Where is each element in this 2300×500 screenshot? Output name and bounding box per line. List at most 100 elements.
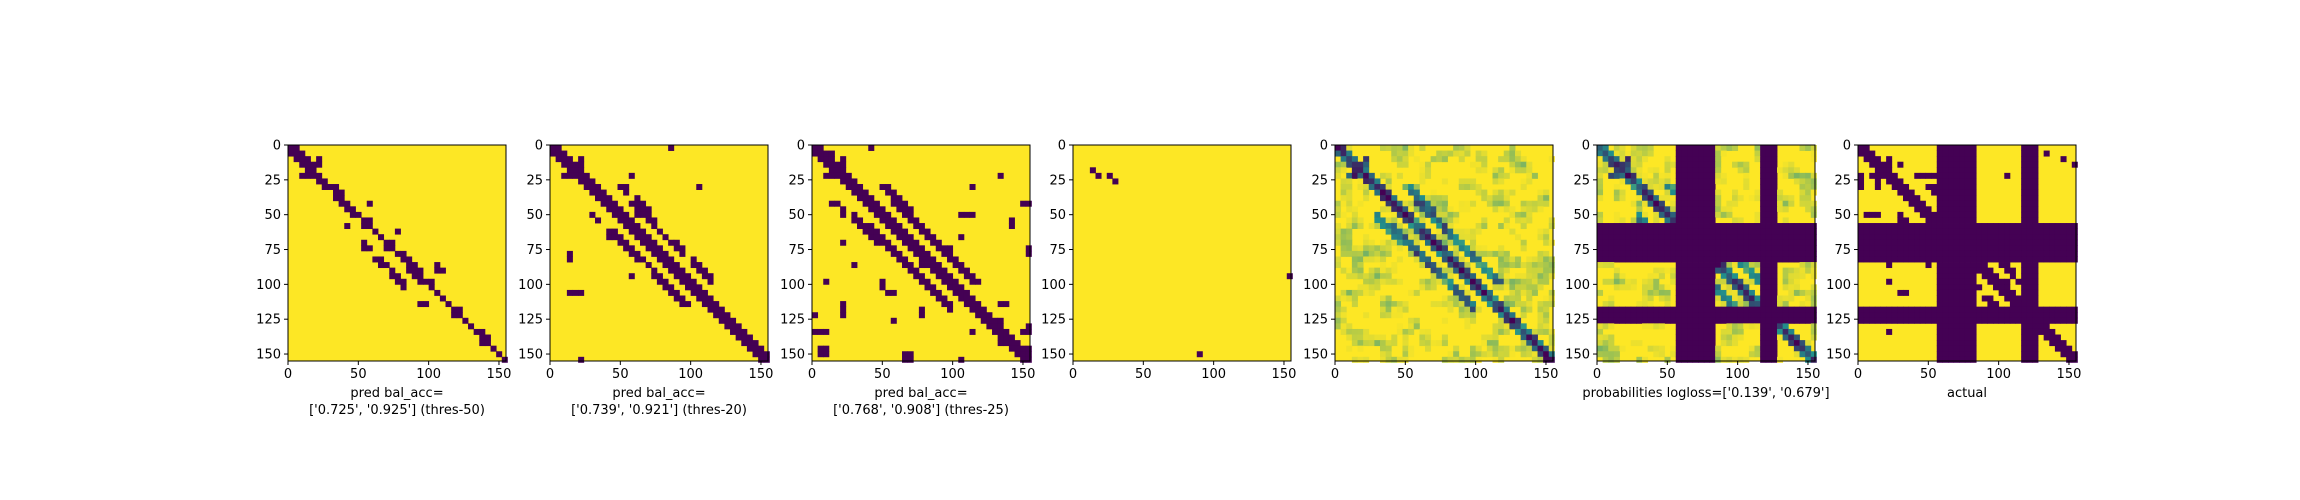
heatmap-cell <box>746 345 753 352</box>
heatmap-cell <box>561 161 568 168</box>
heatmap-cell <box>1340 150 1347 157</box>
heatmap-cell <box>1732 317 1739 324</box>
heatmap-cell <box>1613 284 1620 291</box>
heatmap-cell <box>941 301 948 308</box>
heatmap-cell <box>310 167 317 174</box>
heatmap-cell <box>1481 262 1488 269</box>
heatmap-cell <box>1619 273 1626 280</box>
heatmap-cell <box>1709 334 1716 341</box>
heatmap-cell <box>1636 172 1643 179</box>
heatmap-cell <box>1537 206 1544 213</box>
heatmap-cell <box>1732 239 1739 246</box>
heatmap-cell <box>1515 161 1522 168</box>
heatmap-cell <box>1858 245 1865 252</box>
heatmap-cell <box>1458 356 1465 363</box>
heatmap-cell <box>1658 323 1665 330</box>
heatmap-cell <box>1470 161 1477 168</box>
heatmap-cell <box>2049 223 2056 230</box>
heatmap-cell <box>1936 167 1943 174</box>
heatmap-cell <box>1335 312 1342 319</box>
y-tick-label: 125 <box>1041 313 1066 328</box>
heatmap-cell <box>1453 234 1460 241</box>
heatmap-cell <box>1636 211 1643 218</box>
heatmap-cell <box>1447 234 1454 241</box>
heatmap-cell <box>417 267 424 274</box>
heatmap-cell <box>1709 156 1716 163</box>
heatmap-cell <box>1670 312 1677 319</box>
heatmap-cell <box>1681 206 1688 213</box>
heatmap-cell <box>1670 256 1677 263</box>
heatmap-cell <box>1953 256 1960 263</box>
heatmap-cell <box>1948 189 1955 196</box>
heatmap-cell <box>1993 306 2000 313</box>
heatmap-cell <box>606 200 613 207</box>
heatmap-cell <box>1447 284 1454 291</box>
heatmap-cell <box>1765 284 1772 291</box>
heatmap-cell <box>2038 328 2045 335</box>
x-tick-label: 100 <box>1986 367 2011 382</box>
heatmap-cell <box>1492 284 1499 291</box>
heatmap-cell <box>1520 323 1527 330</box>
heatmap-cell <box>1025 250 1032 257</box>
heatmap-cell <box>1936 245 1943 252</box>
heatmap-cell <box>1396 200 1403 207</box>
heatmap-cell <box>1503 172 1510 179</box>
heatmap-cell <box>1653 312 1660 319</box>
heatmap-cell <box>1675 211 1682 218</box>
heatmap-cell <box>1737 234 1744 241</box>
heatmap-cell <box>1687 145 1694 151</box>
heatmap-cell <box>1391 211 1398 218</box>
heatmap-cell <box>1642 184 1649 190</box>
heatmap-cell <box>1509 301 1516 308</box>
heatmap-cell <box>958 289 965 296</box>
heatmap-cell <box>1715 167 1722 174</box>
heatmap-cell <box>1903 184 1910 190</box>
heatmap-cell <box>1419 234 1426 241</box>
x-axis-label: pred bal_acc= <box>612 386 705 401</box>
heatmap-cell <box>1391 217 1398 224</box>
heatmap-cell <box>1025 356 1032 363</box>
heatmap-cell <box>1942 217 1949 224</box>
heatmap-cell <box>1396 161 1403 168</box>
heatmap-cell <box>1863 312 1870 319</box>
heatmap-cell <box>980 312 987 319</box>
heatmap-cell <box>1771 312 1778 319</box>
heatmap-cell <box>2066 245 2073 252</box>
heatmap-cell <box>1692 217 1699 224</box>
heatmap-cell <box>2021 200 2028 207</box>
heatmap-cell <box>1503 278 1510 285</box>
heatmap-cell <box>1793 223 1800 230</box>
heatmap-cell <box>924 250 931 257</box>
heatmap-cell <box>1810 356 1817 363</box>
heatmap-cell <box>2026 278 2033 285</box>
heatmap-cell <box>1515 345 1522 352</box>
heatmap-cell <box>879 234 886 241</box>
heatmap-cell <box>1959 178 1966 185</box>
heatmap-cell <box>1597 334 1604 341</box>
heatmap-cell <box>1698 256 1705 263</box>
heatmap-cell <box>1520 206 1527 213</box>
heatmap-cell <box>572 161 579 168</box>
heatmap-cell <box>1608 334 1615 341</box>
heatmap-cell <box>2060 312 2067 319</box>
heatmap-cell <box>1897 228 1904 235</box>
heatmap-cell <box>1959 217 1966 224</box>
heatmap-cell <box>1964 150 1971 157</box>
heatmap-cell <box>1670 217 1677 224</box>
heatmap-cell <box>1670 345 1677 352</box>
heatmap-cell <box>583 172 590 179</box>
heatmap-cell <box>1874 178 1881 185</box>
heatmap-cell <box>1953 334 1960 341</box>
heatmap-cell <box>304 172 311 179</box>
heatmap-cell <box>1340 245 1347 252</box>
heatmap-cell <box>1613 156 1620 163</box>
heatmap-cell <box>1647 184 1654 190</box>
heatmap-cell <box>1419 278 1426 285</box>
heatmap-cell <box>1959 189 1966 196</box>
x-axis-label: ['0.739', '0.921'] (thres-20) <box>571 403 747 418</box>
heatmap-cell <box>1754 239 1761 246</box>
heatmap-cell <box>2021 239 2028 246</box>
heatmap-cell <box>1936 295 1943 302</box>
heatmap-cell <box>1897 217 1904 224</box>
heatmap-cell <box>1720 328 1727 335</box>
